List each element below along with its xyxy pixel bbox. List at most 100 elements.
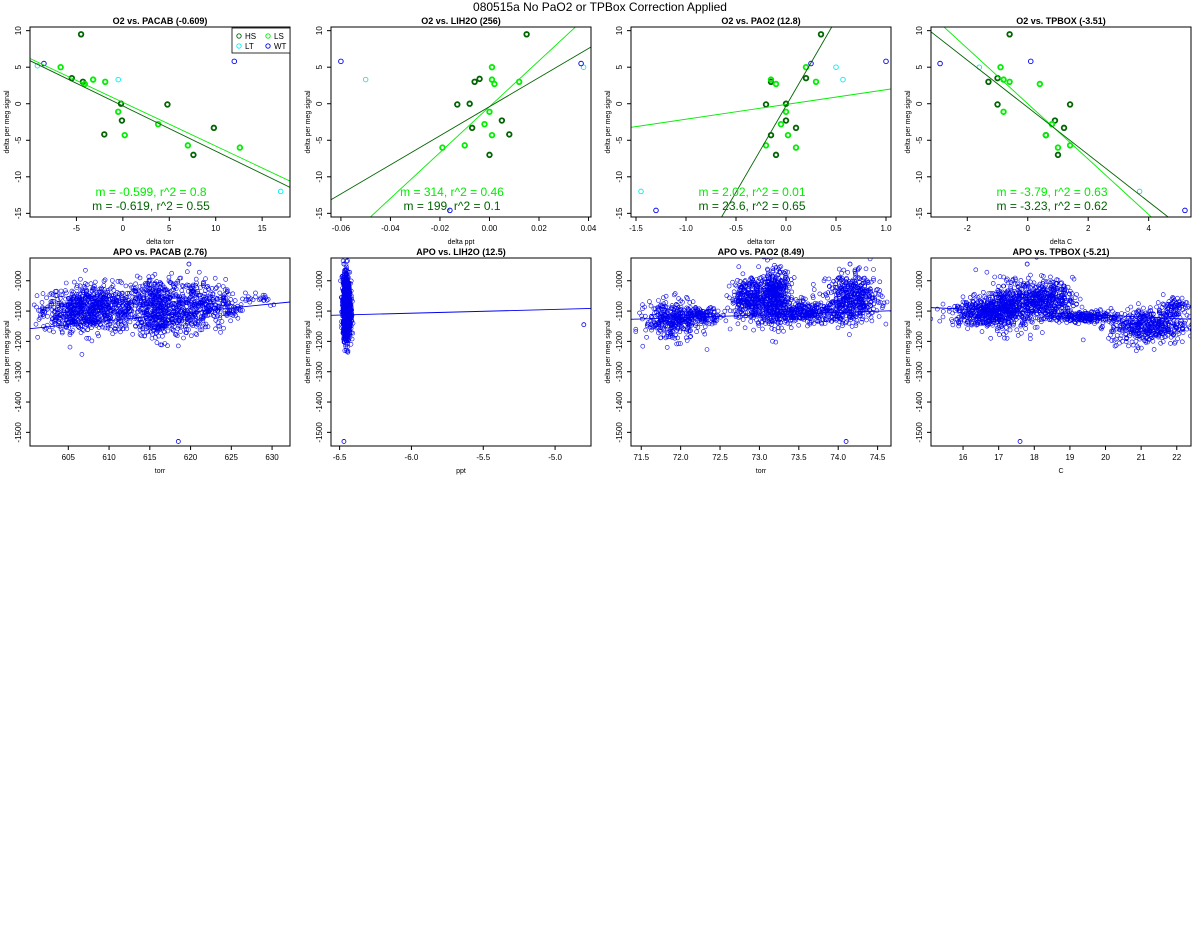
chart-panel-1: O2 vs. PACAB (-0.609) delta torr delta per…: [4, 16, 291, 246]
plot-area: [631, 27, 891, 217]
plot-frame: [330, 26, 592, 218]
data-point: [488, 63, 496, 71]
data-point: [362, 76, 369, 83]
data-point: [808, 60, 814, 67]
data-point: [498, 117, 506, 124]
data-point: [341, 439, 347, 444]
x-tick-label: 16: [959, 453, 968, 462]
x-axis-label: delta torr: [146, 239, 174, 246]
fit-annotation: m = 314, r^2 = 0.46: [400, 185, 504, 199]
plot-area: [30, 261, 290, 444]
plot-frame: [29, 257, 291, 447]
data-point: [523, 31, 530, 38]
data-point: [488, 76, 496, 83]
x-tick-label: 0: [121, 224, 126, 233]
data-point: [883, 58, 889, 65]
y-tick-label: -1400: [14, 391, 23, 412]
plot-area: [30, 31, 290, 195]
data-point: [506, 131, 513, 138]
data-point: [777, 120, 785, 128]
data-point: [1054, 151, 1062, 159]
x-tick-label: 4: [1146, 224, 1151, 233]
x-axis-label: C: [1058, 468, 1063, 475]
y-tick-label: 10: [915, 26, 924, 35]
legend-marker-HS: [236, 33, 242, 39]
chart-panel-7: APO vs. PAO2 (8.49) torr delta per meg sig…: [605, 247, 892, 475]
legend-marker-WT: [265, 43, 271, 49]
y-axis-label: delta per meg signal: [605, 320, 612, 383]
y-tick-label: 0: [915, 101, 924, 106]
y-tick-label: -1200: [615, 331, 624, 352]
data-point: [1066, 101, 1074, 108]
y-tick-label: -15: [915, 207, 924, 219]
regression-line: [931, 307, 1191, 320]
y-tick-label: -5: [315, 136, 324, 144]
data-point: [77, 31, 85, 38]
y-tick-label: -1500: [915, 422, 924, 443]
legend-marker-LS: [265, 33, 271, 39]
data-point: [653, 207, 659, 214]
x-tick-label: 73.0: [752, 453, 768, 462]
data-point: [486, 108, 493, 115]
legend-label-LT: LT: [245, 42, 254, 51]
x-tick-label: 2: [1086, 224, 1091, 233]
regression-line: [369, 27, 577, 217]
x-axis-label: ppt: [456, 468, 466, 475]
y-tick-label: 5: [915, 64, 924, 69]
regression-line: [30, 301, 290, 330]
data-point: [68, 74, 75, 82]
data-point: [578, 60, 584, 67]
data-point: [488, 131, 496, 139]
y-tick-label: -1100: [315, 301, 324, 321]
regression-line: [631, 310, 891, 320]
data-point: [102, 78, 109, 86]
data-point: [638, 188, 644, 195]
data-point: [184, 142, 192, 149]
x-tick-label: 5: [167, 224, 172, 233]
plot-frame: [330, 257, 592, 447]
y-tick-label: 0: [14, 101, 23, 106]
data-point: [772, 80, 780, 88]
data-point: [466, 100, 473, 107]
data-point: [338, 58, 344, 65]
data-point: [937, 60, 943, 67]
y-tick-label: 0: [615, 101, 624, 106]
data-point: [1000, 108, 1007, 115]
data-point-cloud: [338, 258, 356, 355]
y-tick-label: -1100: [615, 301, 624, 321]
legend-label-HS: HS: [245, 32, 256, 41]
data-point: [1054, 144, 1062, 151]
y-tick-label: -1500: [615, 422, 624, 443]
data-point: [341, 261, 347, 267]
x-axis-label: delta ppt: [448, 239, 475, 246]
x-tick-label: 10: [211, 224, 220, 233]
chart-title: O2 vs. PACAB (-0.609): [113, 16, 208, 26]
x-tick-label: -0.5: [729, 224, 743, 233]
data-point: [447, 207, 453, 214]
x-tick-label: 605: [62, 453, 76, 462]
x-axis-label: torr: [756, 468, 767, 475]
y-tick-label: -5: [615, 136, 624, 144]
fit-annotation: m = -0.599, r^2 = 0.8: [95, 185, 206, 199]
data-point: [802, 74, 810, 82]
x-tick-label: 0: [1026, 224, 1031, 233]
chart-title: APO vs. TPBOX (-5.21): [1012, 247, 1109, 257]
data-point: [461, 142, 468, 149]
y-tick-label: -1500: [14, 422, 23, 443]
data-point: [1060, 124, 1068, 132]
data-point: [1042, 131, 1050, 139]
data-point: [1024, 261, 1030, 267]
data-point: [81, 80, 88, 88]
data-point: [782, 117, 790, 124]
data-point: [115, 76, 121, 83]
data-point: [817, 31, 825, 38]
data-point: [89, 76, 97, 83]
x-tick-label: 620: [184, 453, 198, 462]
data-point: [115, 108, 122, 115]
y-tick-label: 10: [615, 26, 624, 35]
chart-panel-3: O2 vs. PAO2 (12.8) delta torr delta per me…: [605, 16, 892, 246]
chart-title: O2 vs. LIH2O (256): [421, 16, 501, 26]
x-tick-label: -0.02: [431, 224, 450, 233]
